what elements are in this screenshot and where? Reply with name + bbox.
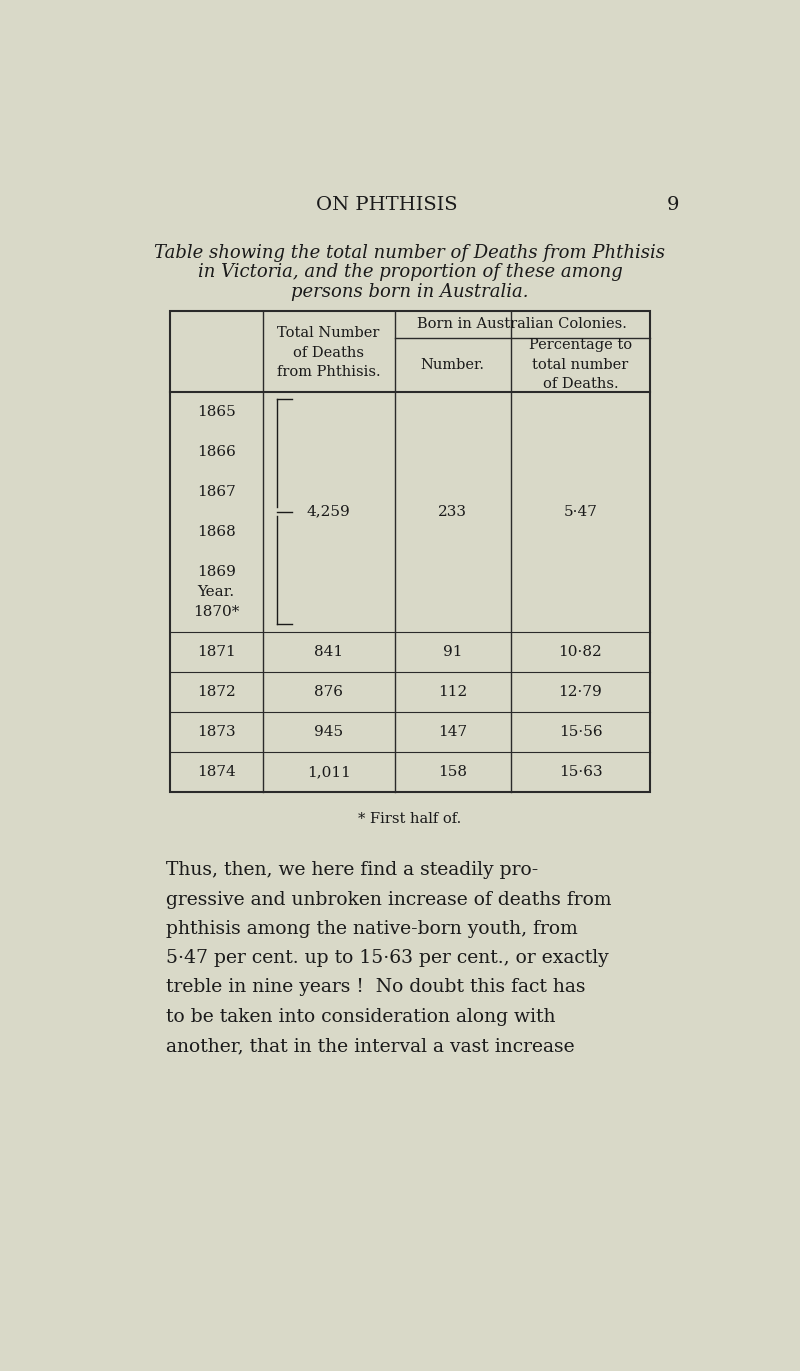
Text: 1871: 1871 [197, 644, 236, 659]
Text: 4,259: 4,259 [306, 505, 350, 518]
Text: 147: 147 [438, 725, 467, 739]
Text: to be taken into consideration along with: to be taken into consideration along wit… [166, 1008, 555, 1026]
Text: 1873: 1873 [197, 725, 235, 739]
Text: 1,011: 1,011 [306, 765, 350, 779]
Text: 1870*: 1870* [193, 605, 239, 618]
Text: 12·79: 12·79 [558, 686, 602, 699]
Text: 1867: 1867 [197, 485, 236, 499]
Text: 1866: 1866 [197, 444, 236, 459]
Text: 841: 841 [314, 644, 343, 659]
Text: 876: 876 [314, 686, 343, 699]
Bar [170, 311, 650, 792]
Text: 1868: 1868 [197, 525, 236, 539]
Text: 1869: 1869 [197, 565, 236, 579]
Text: 10·82: 10·82 [558, 644, 602, 659]
Text: 158: 158 [438, 765, 467, 779]
Text: gressive and unbroken increase of deaths from: gressive and unbroken increase of deaths… [166, 891, 611, 909]
Text: 1872: 1872 [197, 686, 236, 699]
Text: Table showing the total number of Deaths from Phthisis: Table showing the total number of Deaths… [154, 244, 666, 262]
Text: 15·56: 15·56 [558, 725, 602, 739]
Text: 5·47 per cent. up to 15·63 per cent., or exactly: 5·47 per cent. up to 15·63 per cent., or… [166, 949, 609, 967]
Text: 1865: 1865 [197, 404, 236, 418]
Text: Percentage to
total number
of Deaths.: Percentage to total number of Deaths. [529, 339, 632, 391]
Text: Born in Australian Colonies.: Born in Australian Colonies. [418, 317, 627, 332]
Text: treble in nine years !  No doubt this fact has: treble in nine years ! No doubt this fac… [166, 979, 586, 997]
Text: persons born in Australia.: persons born in Australia. [291, 282, 529, 300]
Text: 91: 91 [443, 644, 462, 659]
Text: 5·47: 5·47 [563, 505, 598, 518]
Text: 15·63: 15·63 [558, 765, 602, 779]
Text: Total Number
of Deaths
from Phthisis.: Total Number of Deaths from Phthisis. [277, 326, 381, 380]
Text: phthisis among the native-born youth, from: phthisis among the native-born youth, fr… [166, 920, 578, 938]
Text: * First half of.: * First half of. [358, 812, 462, 825]
Text: 1874: 1874 [197, 765, 236, 779]
Text: another, that in the interval a vast increase: another, that in the interval a vast inc… [166, 1036, 574, 1054]
Text: ON PHTHISIS: ON PHTHISIS [316, 196, 458, 214]
Text: 9: 9 [667, 196, 680, 214]
Text: Thus, then, we here find a steadily pro-: Thus, then, we here find a steadily pro- [166, 861, 538, 879]
Text: Year.: Year. [198, 585, 235, 599]
Text: in Victoria, and the proportion of these among: in Victoria, and the proportion of these… [198, 263, 622, 281]
Text: 233: 233 [438, 505, 467, 518]
Text: 945: 945 [314, 725, 343, 739]
Text: Number.: Number. [421, 358, 485, 372]
Text: 112: 112 [438, 686, 467, 699]
